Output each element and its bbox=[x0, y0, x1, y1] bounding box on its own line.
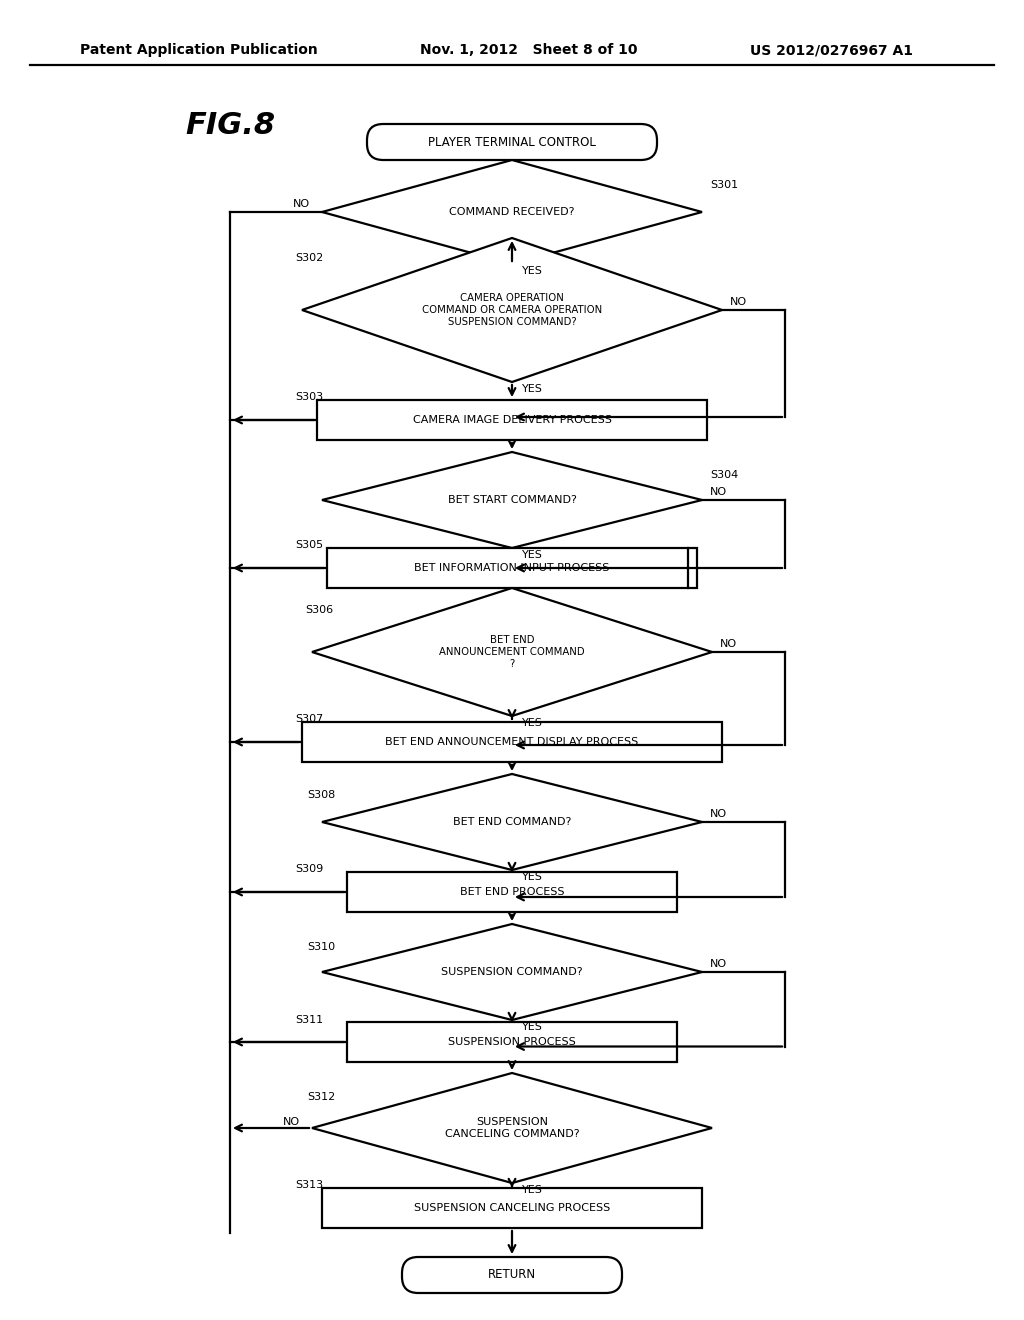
Text: YES: YES bbox=[522, 718, 543, 729]
Text: NO: NO bbox=[710, 487, 727, 498]
Bar bbox=[347, 873, 677, 912]
Text: SUSPENSION CANCELING PROCESS: SUSPENSION CANCELING PROCESS bbox=[414, 1203, 610, 1213]
Polygon shape bbox=[312, 587, 712, 715]
Text: S313: S313 bbox=[295, 1180, 324, 1191]
Text: S303: S303 bbox=[295, 392, 324, 403]
Text: RETURN: RETURN bbox=[488, 1269, 536, 1282]
Text: NO: NO bbox=[710, 809, 727, 818]
Text: BET START COMMAND?: BET START COMMAND? bbox=[447, 495, 577, 506]
Text: NO: NO bbox=[710, 960, 727, 969]
Bar bbox=[322, 1188, 702, 1228]
FancyBboxPatch shape bbox=[402, 1257, 622, 1294]
Text: NO: NO bbox=[720, 639, 737, 649]
Text: US 2012/0276967 A1: US 2012/0276967 A1 bbox=[750, 44, 913, 57]
Text: BET INFORMATION INPUT PROCESS: BET INFORMATION INPUT PROCESS bbox=[415, 564, 609, 573]
Text: YES: YES bbox=[522, 873, 543, 882]
Text: FIG.8: FIG.8 bbox=[185, 111, 275, 140]
Text: YES: YES bbox=[522, 1022, 543, 1032]
Text: SUSPENSION
CANCELING COMMAND?: SUSPENSION CANCELING COMMAND? bbox=[444, 1117, 580, 1139]
Text: YES: YES bbox=[522, 1185, 543, 1195]
Text: S307: S307 bbox=[295, 714, 324, 723]
FancyBboxPatch shape bbox=[367, 124, 657, 160]
Text: S301: S301 bbox=[710, 180, 738, 190]
Text: S308: S308 bbox=[307, 789, 335, 800]
Text: S302: S302 bbox=[295, 253, 324, 263]
Text: NO: NO bbox=[293, 199, 310, 209]
Text: NO: NO bbox=[730, 297, 748, 308]
Text: S304: S304 bbox=[710, 470, 738, 480]
Text: S309: S309 bbox=[295, 865, 324, 874]
Text: CAMERA IMAGE DELIVERY PROCESS: CAMERA IMAGE DELIVERY PROCESS bbox=[413, 414, 611, 425]
Text: S310: S310 bbox=[307, 942, 335, 952]
Text: SUSPENSION COMMAND?: SUSPENSION COMMAND? bbox=[441, 968, 583, 977]
Polygon shape bbox=[322, 160, 702, 264]
Polygon shape bbox=[302, 238, 722, 381]
Polygon shape bbox=[322, 774, 702, 870]
Text: S311: S311 bbox=[295, 1015, 324, 1026]
Text: CAMERA OPERATION
COMMAND OR CAMERA OPERATION
SUSPENSION COMMAND?: CAMERA OPERATION COMMAND OR CAMERA OPERA… bbox=[422, 293, 602, 326]
Bar bbox=[347, 1022, 677, 1063]
Text: BET END PROCESS: BET END PROCESS bbox=[460, 887, 564, 898]
Bar bbox=[327, 548, 697, 587]
Text: S305: S305 bbox=[295, 540, 324, 550]
Text: S312: S312 bbox=[307, 1092, 335, 1102]
Text: YES: YES bbox=[522, 267, 543, 276]
Text: SUSPENSION PROCESS: SUSPENSION PROCESS bbox=[449, 1038, 575, 1047]
Text: Patent Application Publication: Patent Application Publication bbox=[80, 44, 317, 57]
Text: YES: YES bbox=[522, 384, 543, 393]
Text: NO: NO bbox=[283, 1117, 300, 1127]
Text: S306: S306 bbox=[305, 605, 333, 615]
Text: BET END ANNOUNCEMENT DISPLAY PROCESS: BET END ANNOUNCEMENT DISPLAY PROCESS bbox=[385, 737, 639, 747]
Polygon shape bbox=[312, 1073, 712, 1183]
Text: YES: YES bbox=[522, 550, 543, 560]
Text: COMMAND RECEIVED?: COMMAND RECEIVED? bbox=[450, 207, 574, 216]
Text: PLAYER TERMINAL CONTROL: PLAYER TERMINAL CONTROL bbox=[428, 136, 596, 149]
Polygon shape bbox=[322, 924, 702, 1020]
Text: BET END COMMAND?: BET END COMMAND? bbox=[453, 817, 571, 828]
Text: BET END
ANNOUNCEMENT COMMAND
?: BET END ANNOUNCEMENT COMMAND ? bbox=[439, 635, 585, 669]
Text: Nov. 1, 2012   Sheet 8 of 10: Nov. 1, 2012 Sheet 8 of 10 bbox=[420, 44, 638, 57]
Bar bbox=[302, 722, 722, 762]
Bar bbox=[317, 400, 707, 440]
Polygon shape bbox=[322, 451, 702, 548]
